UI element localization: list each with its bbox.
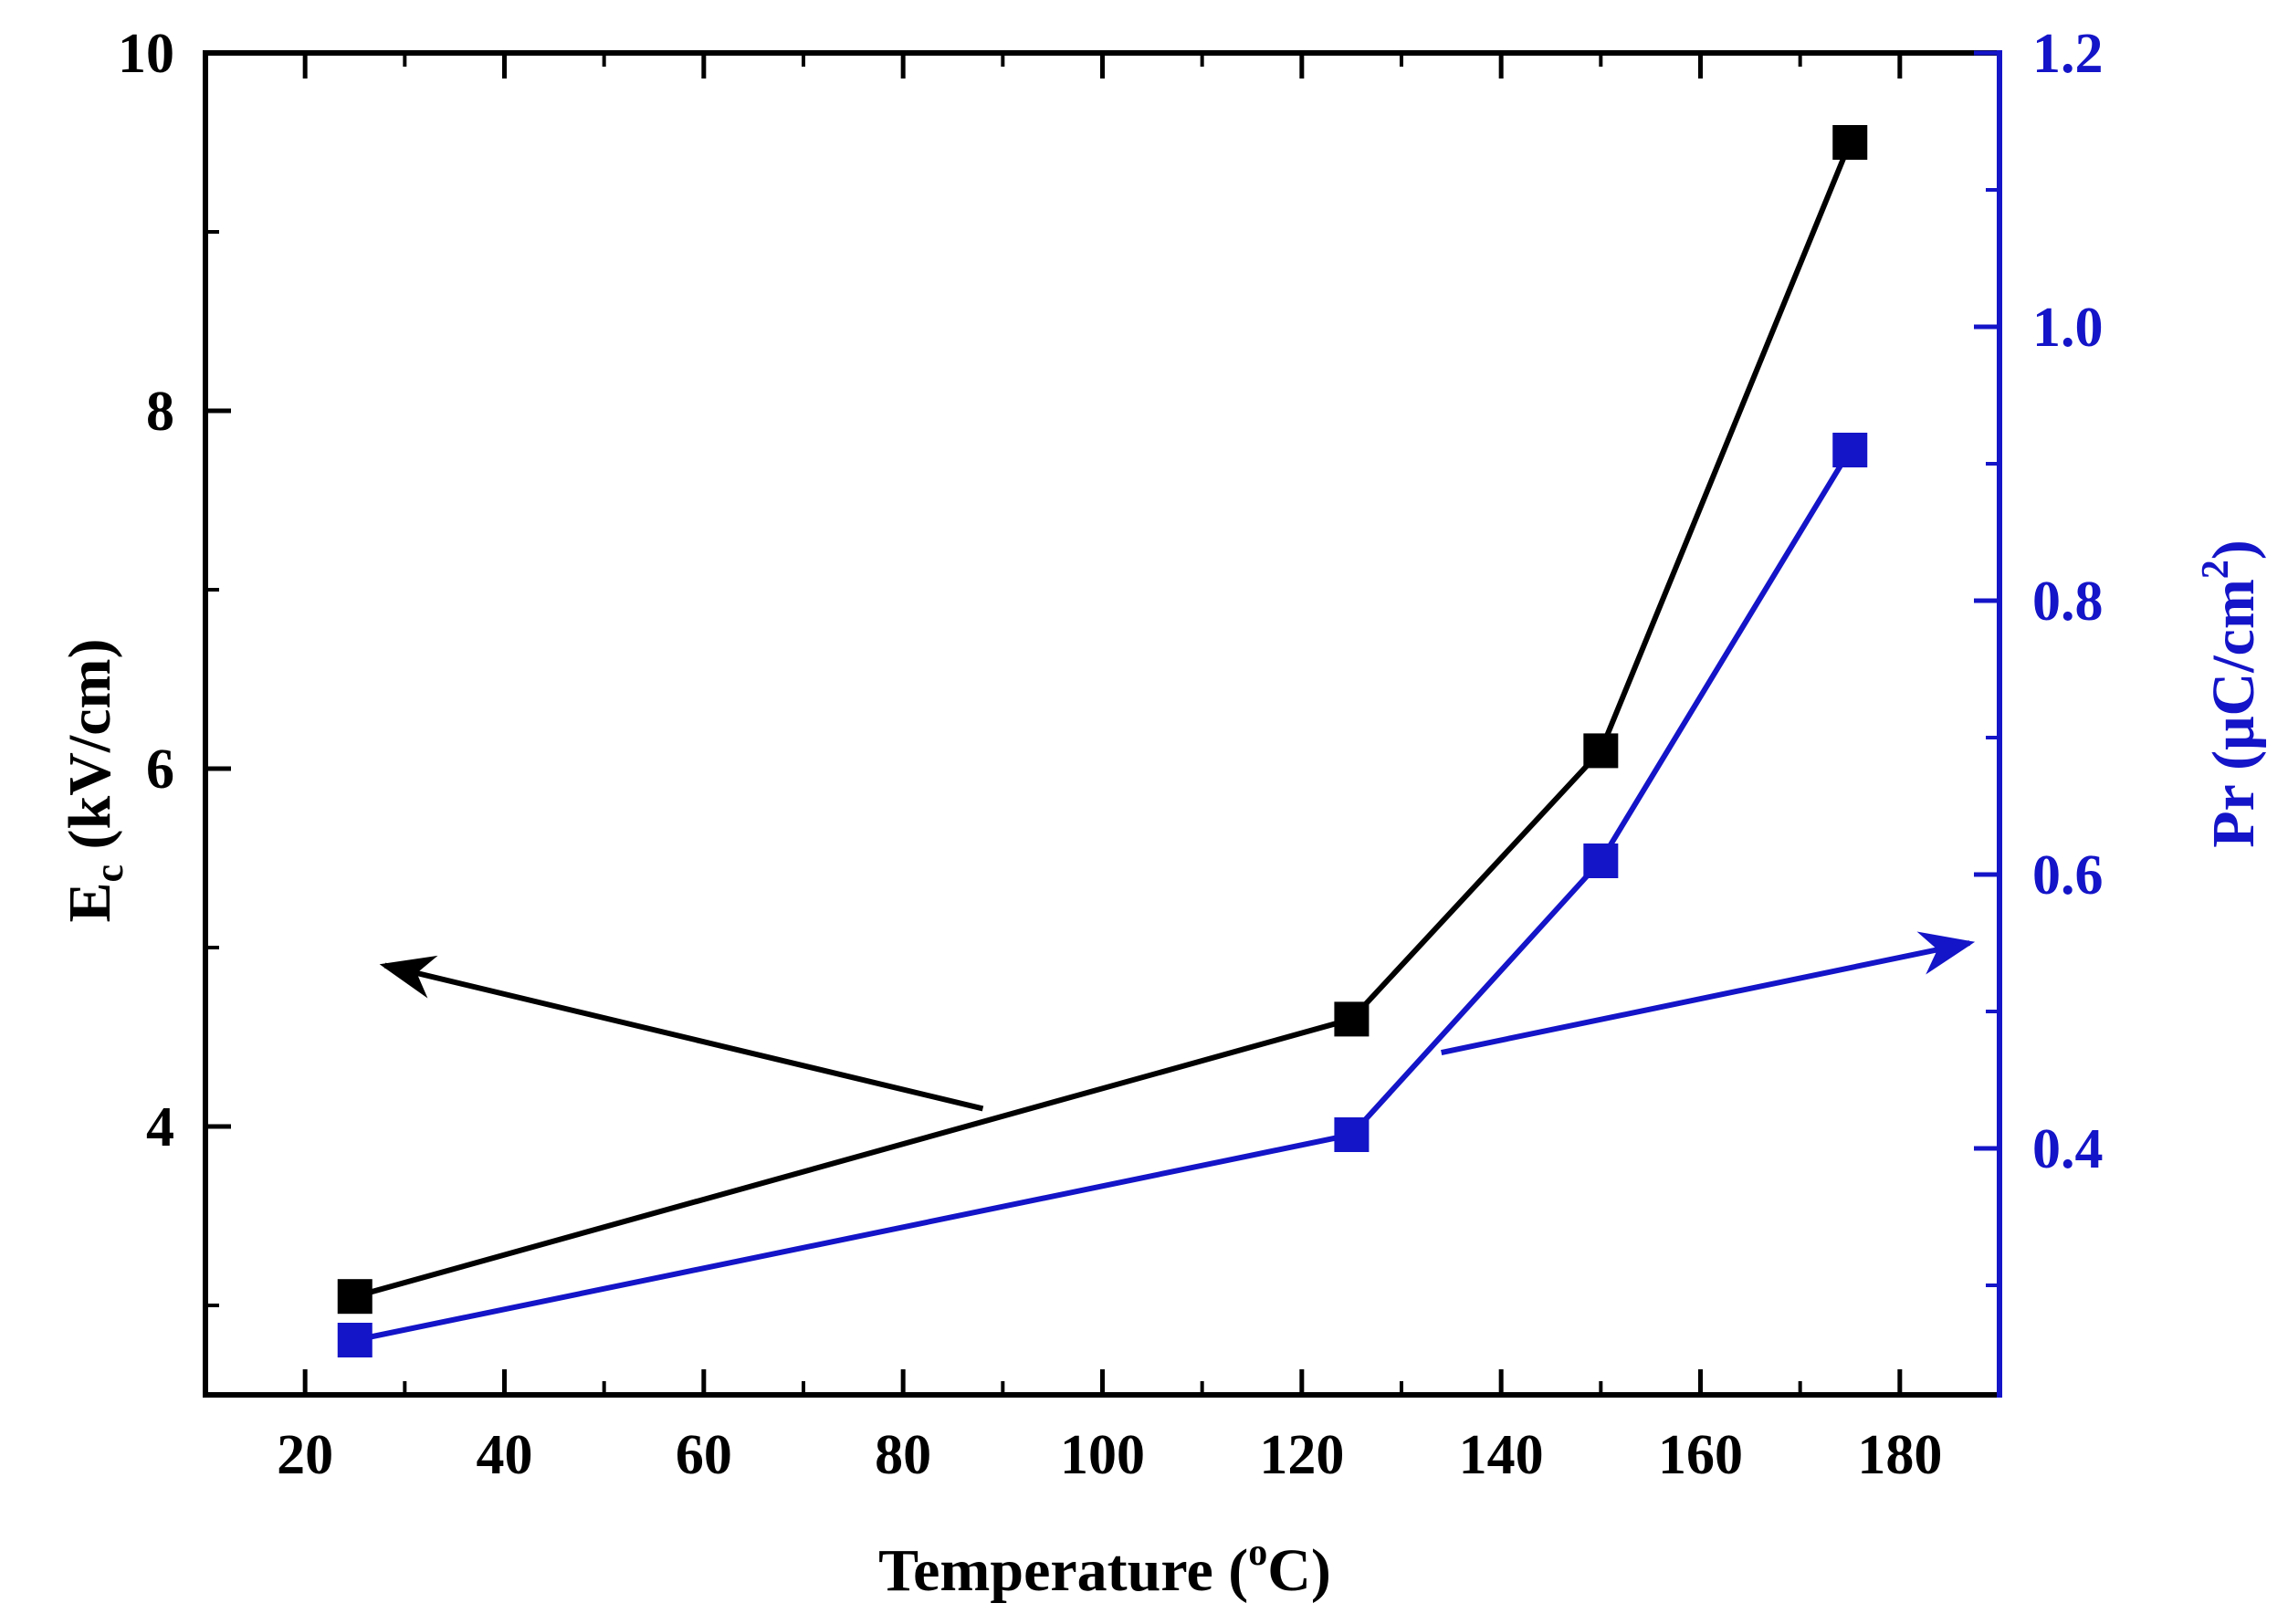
y-left-tick-label: 6 bbox=[146, 739, 174, 801]
series-line-ec bbox=[353, 141, 1853, 1300]
y-right-axis-title-main: Pr (μC/cm bbox=[2200, 579, 2267, 848]
x-axis-title-sup: o bbox=[1248, 1532, 1267, 1574]
x-tick-label: 140 bbox=[1459, 1424, 1544, 1486]
y-right-tick-label: 1.0 bbox=[2032, 297, 2104, 359]
data-point-ec bbox=[337, 1279, 373, 1315]
y-left-tick-label: 8 bbox=[146, 381, 174, 443]
y-right-axis-title: Pr (μC/cm2) bbox=[2195, 540, 2267, 848]
y-right-axis-title-end: ) bbox=[2200, 540, 2267, 560]
series-line-pr bbox=[354, 448, 1852, 1343]
y-left-axis-title-sub: c bbox=[87, 864, 131, 883]
y-left-tick-label: 10 bbox=[118, 23, 174, 85]
x-tick-label: 100 bbox=[1060, 1424, 1145, 1486]
y-right-tick-label: 1.2 bbox=[2032, 23, 2104, 85]
arrow-to-right-axis bbox=[1441, 931, 1976, 1055]
data-point-ec bbox=[1334, 1001, 1370, 1037]
data-point-pr bbox=[337, 1323, 373, 1357]
x-tick-label: 60 bbox=[676, 1424, 732, 1486]
x-tick-label: 20 bbox=[277, 1424, 333, 1486]
x-tick-label: 80 bbox=[875, 1424, 931, 1486]
y-right-axis-title-sup: 2 bbox=[2195, 560, 2237, 579]
x-tick-label: 160 bbox=[1658, 1424, 1743, 1486]
x-tick-label: 40 bbox=[477, 1424, 533, 1486]
y-right-tick-label: 0.8 bbox=[2032, 571, 2104, 633]
ticks-group: 20 40 60 80 100 120 140 160 180 4 6 8 10 0.4 0.6 0.8 1.0… bbox=[118, 23, 2104, 1486]
y-left-tick-label: 4 bbox=[146, 1096, 174, 1158]
data-point-pr bbox=[1832, 433, 1868, 467]
series-group bbox=[337, 125, 1868, 1357]
y-right-tick-label: 0.6 bbox=[2032, 844, 2104, 906]
x-tick-label: 120 bbox=[1259, 1424, 1344, 1486]
x-axis-title-main: Temperature ( bbox=[878, 1537, 1248, 1604]
data-point-ec bbox=[1832, 125, 1868, 160]
y-left-axis-title-end: (kV/cm) bbox=[57, 639, 123, 864]
data-point-pr bbox=[1334, 1117, 1370, 1152]
data-point-pr bbox=[1583, 843, 1619, 878]
arrow-to-left-axis bbox=[379, 955, 984, 1112]
y-left-axis-title-main: E bbox=[57, 882, 123, 922]
x-tick-label: 180 bbox=[1857, 1424, 1942, 1486]
data-point-ec bbox=[1583, 733, 1619, 769]
annotations-group bbox=[379, 931, 1976, 1112]
x-axis-title: Temperature (oC) bbox=[878, 1532, 1331, 1604]
axes-group bbox=[203, 50, 2002, 1398]
x-axis-title-end: C) bbox=[1267, 1537, 1331, 1604]
y-left-axis-title: Ec (kV/cm) bbox=[57, 639, 131, 923]
y-right-tick-label: 0.4 bbox=[2032, 1118, 2104, 1180]
